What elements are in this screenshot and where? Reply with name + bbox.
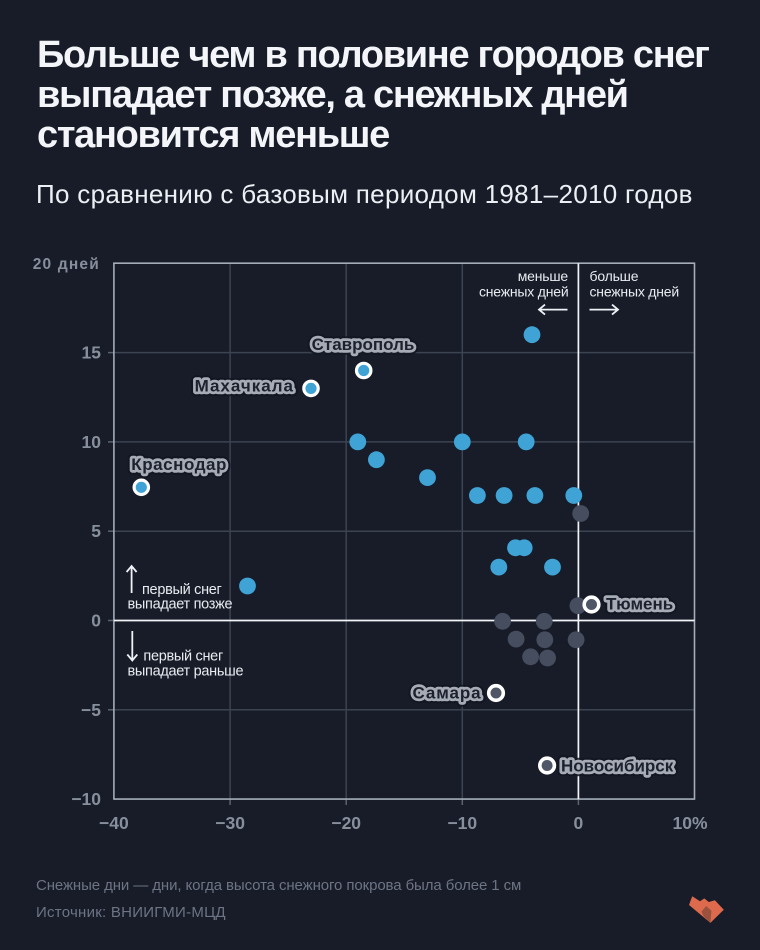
svg-text:−5: −5 [81,700,101,720]
svg-text:−30: −30 [215,813,245,833]
svg-text:первый снег: первый снег [142,582,222,598]
svg-text:−10: −10 [447,813,477,833]
svg-text:10: 10 [82,432,102,452]
svg-text:15: 15 [82,343,102,363]
svg-text:снежных дней: снежных дней [590,284,680,300]
svg-text:20 дней: 20 дней [33,256,100,273]
svg-text:Махачкала: Махачкала [195,377,294,396]
svg-text:5: 5 [91,521,101,541]
svg-text:выпадает позже: выпадает позже [128,597,233,613]
svg-text:0: 0 [91,611,101,631]
svg-text:больше: больше [590,268,639,284]
svg-text:10%: 10% [672,813,707,833]
svg-text:Тюмень: Тюмень [606,595,673,614]
svg-text:первый снег: первый снег [143,649,223,665]
svg-text:снежных дней: снежных дней [479,284,569,300]
svg-text:Самара: Самара [413,684,482,703]
svg-text:−20: −20 [331,813,361,833]
svg-text:Краснодар: Краснодар [131,455,227,474]
svg-text:−40: −40 [99,813,129,833]
svg-text:Новосибирск: Новосибирск [561,757,674,776]
svg-text:Ставрополь: Ставрополь [312,335,415,354]
svg-text:0: 0 [574,813,584,833]
svg-text:выпадает раньше: выпадает раньше [128,664,244,680]
svg-text:меньше: меньше [518,268,569,284]
svg-text:−10: −10 [71,789,101,809]
